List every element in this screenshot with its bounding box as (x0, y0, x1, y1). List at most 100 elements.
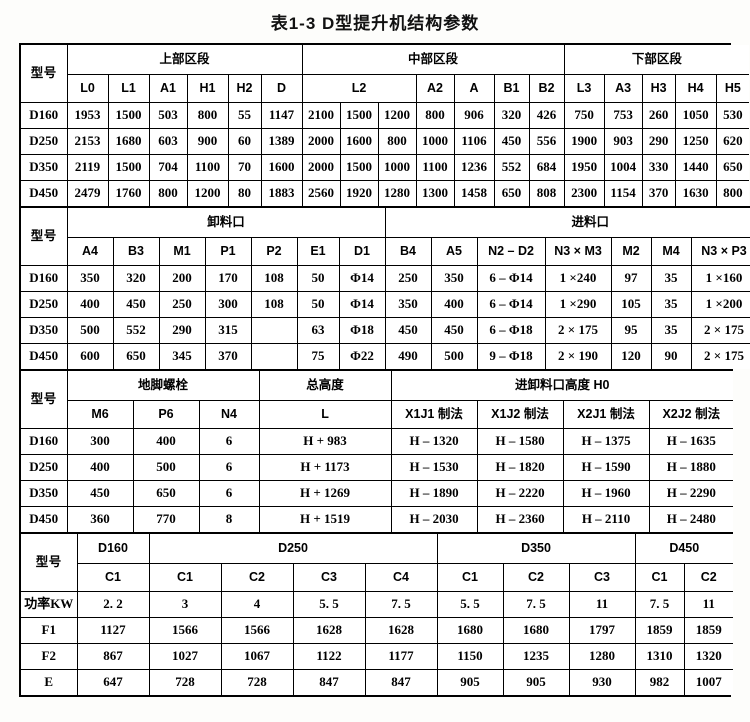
cell: 650 (132, 480, 200, 507)
cell: H – 1960 (562, 480, 650, 507)
table-row: D160 300 400 6 H + 983 H – 1320 H – 1580… (21, 428, 734, 455)
cell: 1100 (186, 154, 229, 181)
cell: H – 2110 (562, 506, 650, 532)
model-cell: D250 (21, 291, 68, 318)
cell: 11 (568, 591, 636, 618)
group-header-port-height: 进卸料口高度 H0 (390, 370, 734, 401)
table-power-column-row: C1 C1 C2 C3 C4 C1 C2 C3 C1 C2 (21, 563, 734, 592)
column-header-b3: B3 (112, 237, 160, 266)
model-cell: D450 (21, 180, 68, 206)
column-header-d160-c1: C1 (77, 563, 150, 592)
cell: 90 (650, 343, 692, 369)
model-header: 型号 (21, 533, 78, 592)
cell: 1 ×200 (690, 291, 750, 318)
cell: 330 (641, 154, 676, 181)
cell: 8 (198, 506, 260, 532)
cell: 320 (112, 265, 160, 292)
cell: 2119 (66, 154, 109, 181)
cell: 1680 (107, 128, 150, 155)
row-label: F2 (21, 643, 78, 670)
cell: 1953 (66, 102, 109, 129)
column-header-h3: H3 (641, 74, 676, 103)
cell: 1900 (563, 128, 605, 155)
column-header-l: L (258, 400, 392, 429)
cell: 1500 (107, 154, 150, 181)
cell: 728 (148, 669, 222, 695)
cell: 800 (148, 180, 188, 206)
cell: 370 (204, 343, 252, 369)
cell: 1300 (415, 180, 455, 206)
column-header-h4: H4 (674, 74, 717, 103)
cell: H – 2360 (476, 506, 564, 532)
cell: 3 (148, 591, 222, 618)
cell: 200 (158, 265, 206, 292)
cell: 800 (715, 180, 750, 206)
cell: 63 (296, 317, 340, 344)
cell: 1859 (683, 617, 734, 644)
cell: 930 (568, 669, 636, 695)
cell: 120 (610, 343, 652, 369)
model-cell: D160 (21, 265, 68, 292)
cell: 753 (603, 102, 643, 129)
cell: 2 × 175 (690, 343, 750, 369)
column-header-a: A (453, 74, 495, 103)
table-row: D250 400 500 6 H + 1173 H – 1530 H – 182… (21, 454, 734, 481)
model-cell: D350 (21, 154, 68, 181)
row-label: F1 (21, 617, 78, 644)
group-header-d350: D350 (436, 533, 636, 564)
cell: 2 × 190 (544, 343, 612, 369)
column-header-a3: A3 (603, 74, 643, 103)
column-header-l1: L1 (107, 74, 150, 103)
cell: 770 (132, 506, 200, 532)
cell: 1100 (415, 154, 455, 181)
table-row: D450 2479 1760 800 1200 80 1883 2560 192… (21, 180, 750, 206)
cell: 903 (603, 128, 643, 155)
cell: 7. 5 (502, 591, 570, 618)
model-header: 型号 (21, 207, 68, 266)
cell: H + 1519 (258, 506, 392, 532)
model-cell: D350 (21, 317, 68, 344)
cell: 982 (634, 669, 685, 695)
cell: 250 (384, 265, 432, 292)
cell: 290 (641, 128, 676, 155)
cell: H + 1269 (258, 480, 392, 507)
column-header-d1: D1 (338, 237, 386, 266)
cell: 6 (198, 480, 260, 507)
cell: H – 1320 (390, 428, 478, 455)
cell: 50 (296, 265, 340, 292)
table-bolts-heights-body: D160 300 400 6 H + 983 H – 1320 H – 1580… (21, 428, 734, 532)
cell: 1760 (107, 180, 150, 206)
group-header-feed: 进料口 (384, 207, 750, 238)
cell: 906 (453, 102, 495, 129)
column-header-x2j1: X2J1 制法 (562, 400, 650, 429)
cell: 9 – Φ18 (476, 343, 546, 369)
cell: 800 (186, 102, 229, 129)
cell: 300 (204, 291, 252, 318)
column-header-d250-c3: C3 (292, 563, 366, 592)
cell: 97 (610, 265, 652, 292)
cell: 6 – Φ14 (476, 265, 546, 292)
cell: 1 ×290 (544, 291, 612, 318)
table-ports-group-row: 型号 卸料口 进料口 (21, 207, 750, 266)
cell: H – 1530 (390, 454, 478, 481)
cell: 320 (493, 102, 530, 129)
cell: 500 (132, 454, 200, 481)
cell: 1 ×160 (690, 265, 750, 292)
cell: 620 (715, 128, 750, 155)
cell: 490 (384, 343, 432, 369)
cell: 1600 (260, 154, 303, 181)
cell: 1566 (148, 617, 222, 644)
cell: 5. 5 (436, 591, 504, 618)
cell: 35 (650, 317, 692, 344)
cell: 552 (493, 154, 530, 181)
cell: 2 × 175 (690, 317, 750, 344)
table-row: 功率KW 2. 2 3 4 5. 5 7. 5 5. 5 7. 5 11 7. … (21, 591, 734, 618)
cell: 500 (430, 343, 478, 369)
column-header-b1: B1 (493, 74, 530, 103)
column-header-m6: M6 (67, 400, 134, 429)
cell: 1320 (683, 643, 734, 670)
column-header-h1: H1 (186, 74, 229, 103)
cell: 808 (528, 180, 565, 206)
model-cell: D160 (21, 102, 68, 129)
cell: 1680 (502, 617, 570, 644)
